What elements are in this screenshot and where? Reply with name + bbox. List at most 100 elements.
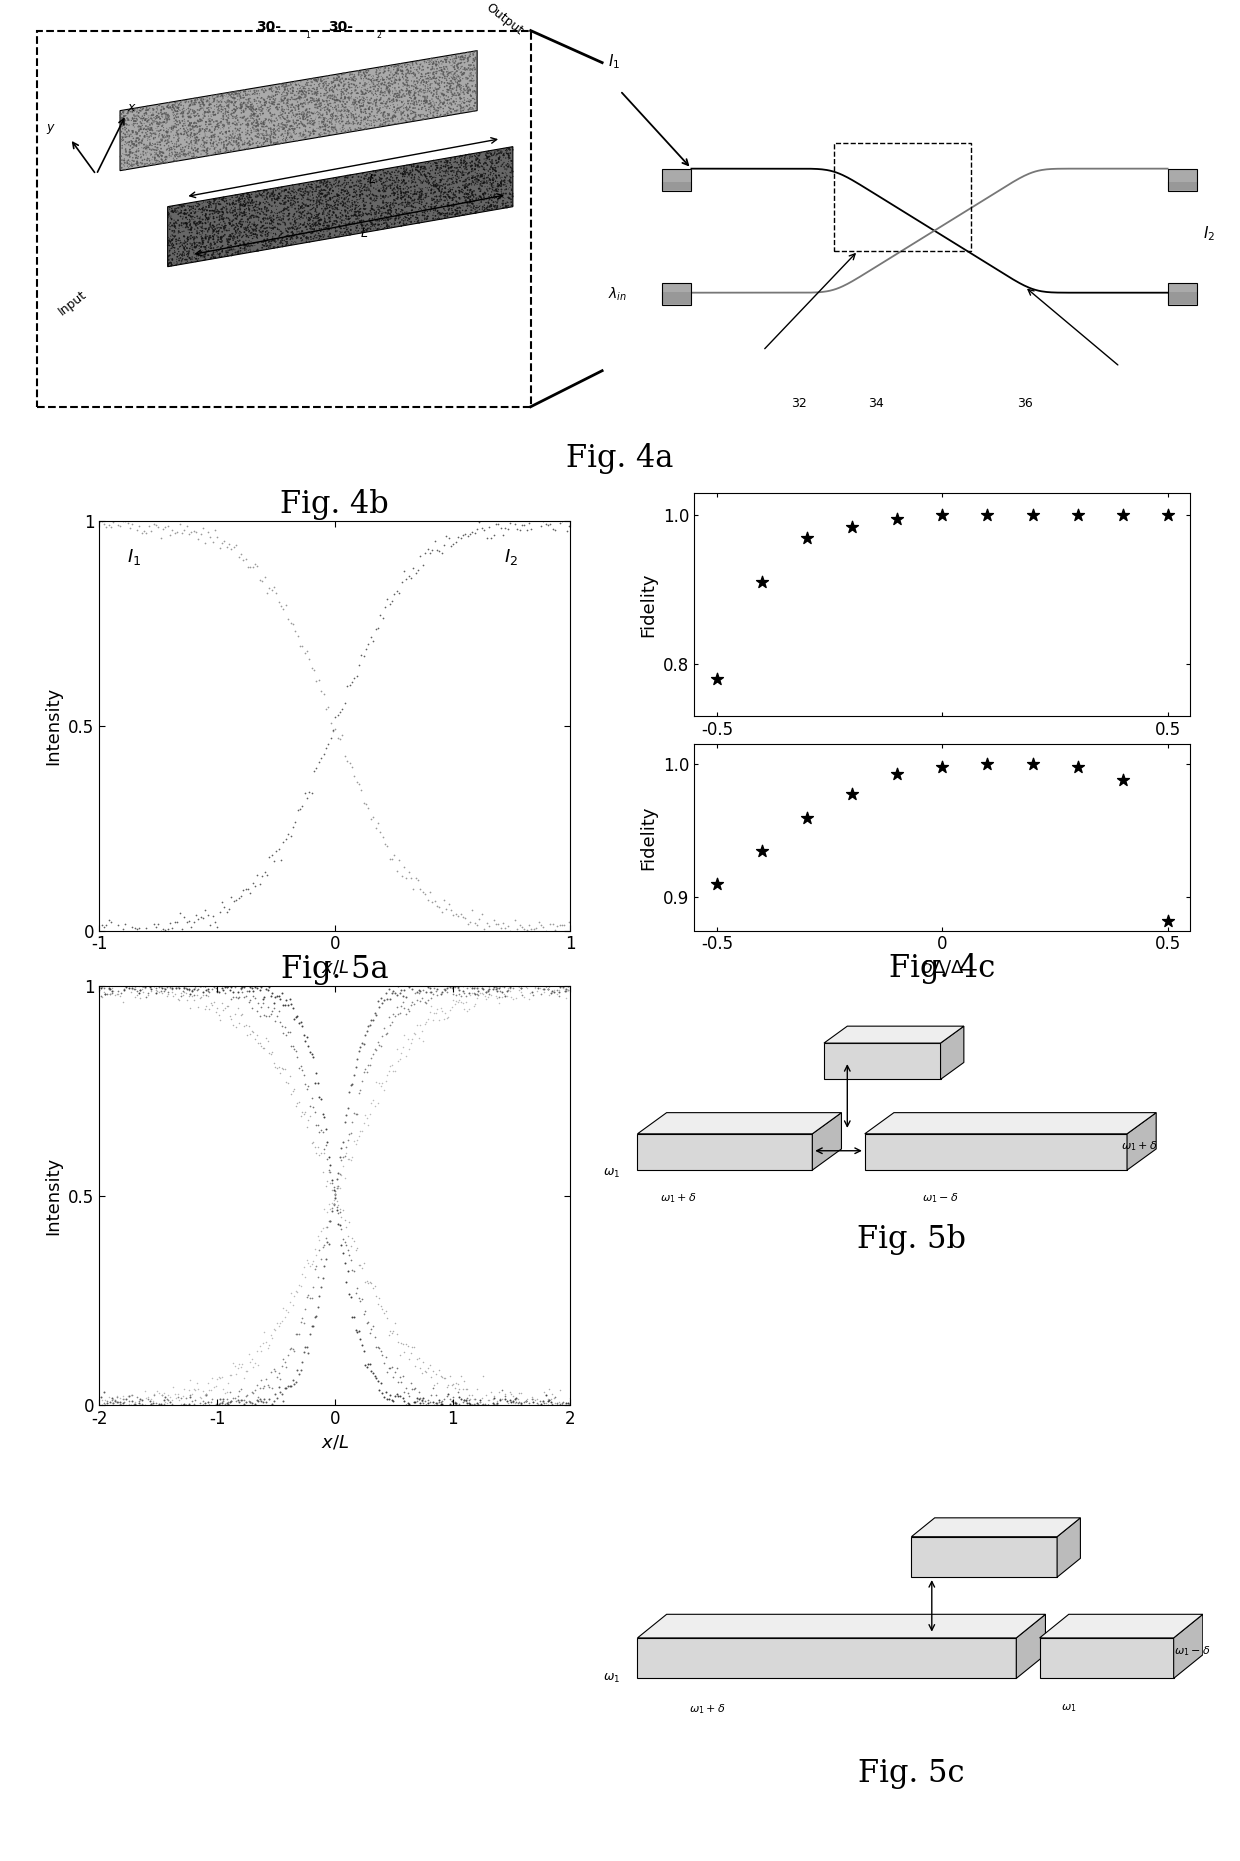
Point	[232, 199, 252, 229]
Point	[187, 84, 207, 114]
Point	[120, 923, 140, 953]
Point	[329, 181, 348, 210]
Point	[419, 61, 439, 91]
Point	[161, 233, 181, 262]
Point	[422, 91, 441, 121]
Point	[371, 1070, 391, 1100]
Point	[169, 197, 188, 227]
Point	[270, 181, 290, 210]
Point	[259, 95, 279, 125]
Point	[430, 154, 450, 184]
Point	[368, 97, 388, 127]
Point	[296, 80, 316, 110]
Point	[268, 233, 288, 262]
Point	[237, 1020, 257, 1050]
Point	[363, 61, 383, 91]
Point	[378, 100, 398, 130]
Point	[384, 210, 404, 240]
Point	[336, 65, 356, 95]
Point	[275, 127, 295, 156]
Point	[314, 71, 334, 100]
Point	[169, 218, 188, 248]
Point	[434, 80, 454, 110]
Point	[393, 63, 413, 93]
Point	[247, 214, 267, 244]
Point	[320, 192, 340, 221]
Point	[352, 1331, 372, 1360]
Point	[311, 216, 331, 246]
Point	[139, 917, 159, 947]
Point	[262, 106, 281, 136]
Point	[216, 138, 236, 167]
Point	[139, 123, 159, 153]
Point	[213, 1386, 233, 1416]
Point	[327, 74, 347, 104]
Point	[229, 184, 249, 214]
Point	[467, 151, 487, 181]
Point	[160, 141, 180, 171]
Point	[378, 197, 398, 227]
Point	[396, 181, 415, 210]
Point	[293, 104, 312, 134]
Point	[126, 138, 146, 167]
Point	[429, 56, 449, 86]
Point	[290, 76, 310, 106]
Point	[439, 1370, 459, 1399]
Point	[89, 971, 109, 1001]
Point	[164, 132, 184, 162]
Point	[362, 192, 382, 221]
Point	[407, 74, 427, 104]
Point	[393, 169, 413, 199]
Point	[309, 208, 329, 238]
Point	[249, 110, 269, 140]
Point	[280, 117, 300, 147]
Point	[306, 1239, 326, 1269]
Point	[195, 97, 215, 127]
Point	[553, 1398, 573, 1427]
Point	[270, 175, 290, 205]
Point	[263, 221, 283, 251]
Point	[407, 86, 427, 115]
Point	[446, 99, 466, 128]
Point	[474, 167, 494, 197]
Point	[93, 983, 113, 1012]
Point	[319, 199, 339, 229]
Point	[456, 182, 476, 212]
Point	[201, 102, 221, 132]
Point	[357, 214, 377, 244]
Point	[394, 162, 414, 192]
Point	[114, 102, 134, 132]
Point	[285, 114, 305, 143]
Point	[489, 508, 508, 538]
Point	[374, 65, 394, 95]
Point	[381, 181, 401, 210]
Point	[227, 91, 247, 121]
Point	[249, 197, 269, 227]
Point	[151, 145, 171, 175]
Point	[367, 106, 387, 136]
Point	[521, 962, 541, 992]
Point	[231, 181, 250, 210]
Point	[502, 154, 522, 184]
Point	[143, 100, 162, 130]
Point	[128, 117, 148, 147]
Point	[187, 134, 207, 164]
Point	[466, 167, 486, 197]
Point	[299, 78, 319, 108]
Point	[329, 171, 348, 201]
Point	[332, 175, 352, 205]
Point	[270, 127, 290, 156]
Point	[133, 95, 153, 125]
Point	[218, 87, 238, 117]
Point	[252, 195, 272, 225]
Point	[254, 91, 274, 121]
Point	[434, 973, 454, 1003]
Point	[340, 195, 360, 225]
Point	[295, 80, 315, 110]
Point	[171, 195, 191, 225]
Point	[404, 67, 424, 97]
Point	[436, 99, 456, 128]
Point	[278, 1068, 298, 1098]
Point	[184, 225, 203, 255]
Point	[182, 134, 202, 164]
